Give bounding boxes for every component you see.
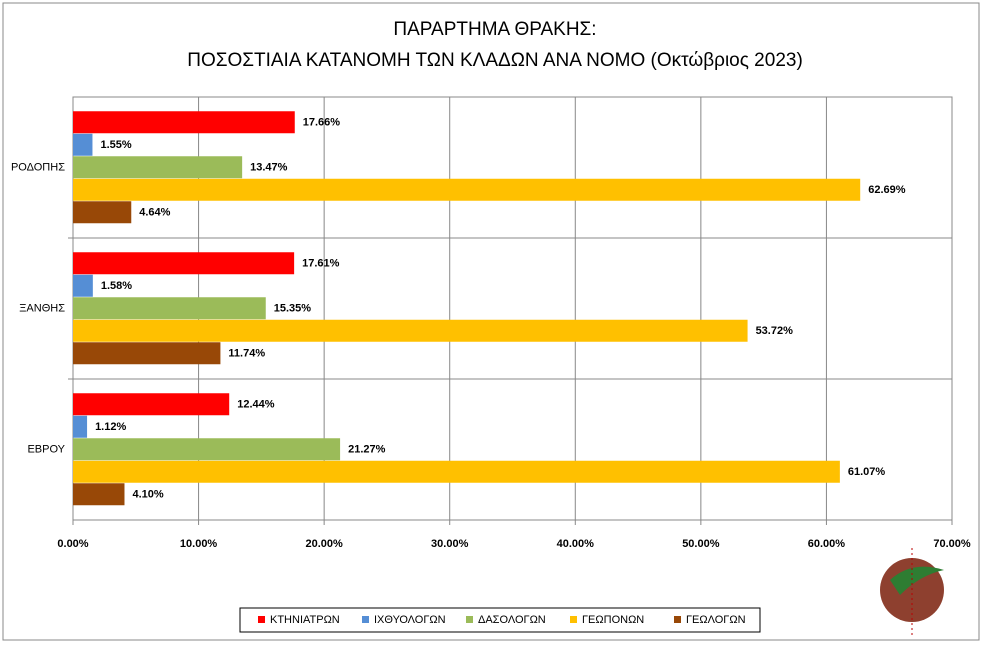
data-label: 4.10% [132,488,163,500]
bar [73,342,221,365]
bar [73,201,132,224]
x-tick-label: 20.00% [305,538,343,550]
data-label: 11.74% [228,347,265,359]
bar [73,274,93,297]
legend-swatch [258,616,265,623]
bar [73,111,295,134]
bar [73,460,840,483]
legend-label: ΚΤΗΝΙΑΤΡΩΝ [270,614,340,626]
bar [73,319,748,342]
data-label: 61.07% [848,466,886,478]
y-tick-label: ΡΟΔΟΠΗΣ [11,161,65,173]
bar [73,156,243,179]
x-tick-label: 60.00% [808,538,846,550]
data-label: 62.69% [868,184,906,196]
data-label: 15.35% [274,302,312,314]
legend-label: ΙΧΘΥΟΛΟΓΩΝ [374,614,446,626]
bar [73,252,295,275]
data-label: 1.58% [101,280,132,292]
bar [73,438,341,461]
x-tick-label: 50.00% [682,538,720,550]
legend-swatch [466,616,473,623]
legend-label: ΓΕΩΠΟΝΩΝ [582,614,644,626]
logo [880,548,944,635]
legend-label: ΔΑΣΟΛΟΓΩΝ [478,614,546,626]
x-tick-label: 70.00% [933,538,971,550]
chart-title: ΠΟΣΟΣΤΙΑΙΑ ΚΑΤΑΝΟΜΗ ΤΩΝ ΚΛΑΔΩΝ ΑΝΑ ΝΟΜΟ … [187,50,803,71]
bar [73,483,125,506]
data-label: 17.66% [303,116,341,128]
data-label: 21.27% [348,443,386,455]
data-label: 1.55% [100,139,131,151]
bar [73,415,88,438]
data-label: 1.12% [95,421,126,433]
data-label: 13.47% [250,161,288,173]
x-tick-label: 0.00% [57,538,88,550]
legend-swatch [674,616,681,623]
legend-swatch [362,616,369,623]
data-label: 4.64% [139,206,170,218]
legend-swatch [570,616,577,623]
bar [73,393,230,416]
bar [73,178,861,201]
x-tick-label: 40.00% [557,538,595,550]
x-tick-label: 10.00% [180,538,218,550]
y-tick-label: ΕΒΡΟΥ [27,443,65,455]
x-tick-label: 30.00% [431,538,469,550]
bar [73,133,93,156]
bar [73,297,266,320]
chart-title: ΠΑΡΑΡΤΗΜΑ ΘΡΑΚΗΣ: [393,19,596,40]
legend-box [239,607,761,633]
data-label: 53.72% [756,325,794,337]
data-label: 17.61% [302,257,340,269]
legend-label: ΓΕΩΛΟΓΩΝ [686,614,746,626]
y-tick-label: ΞΑΝΘΗΣ [19,302,65,314]
data-label: 12.44% [237,398,275,410]
